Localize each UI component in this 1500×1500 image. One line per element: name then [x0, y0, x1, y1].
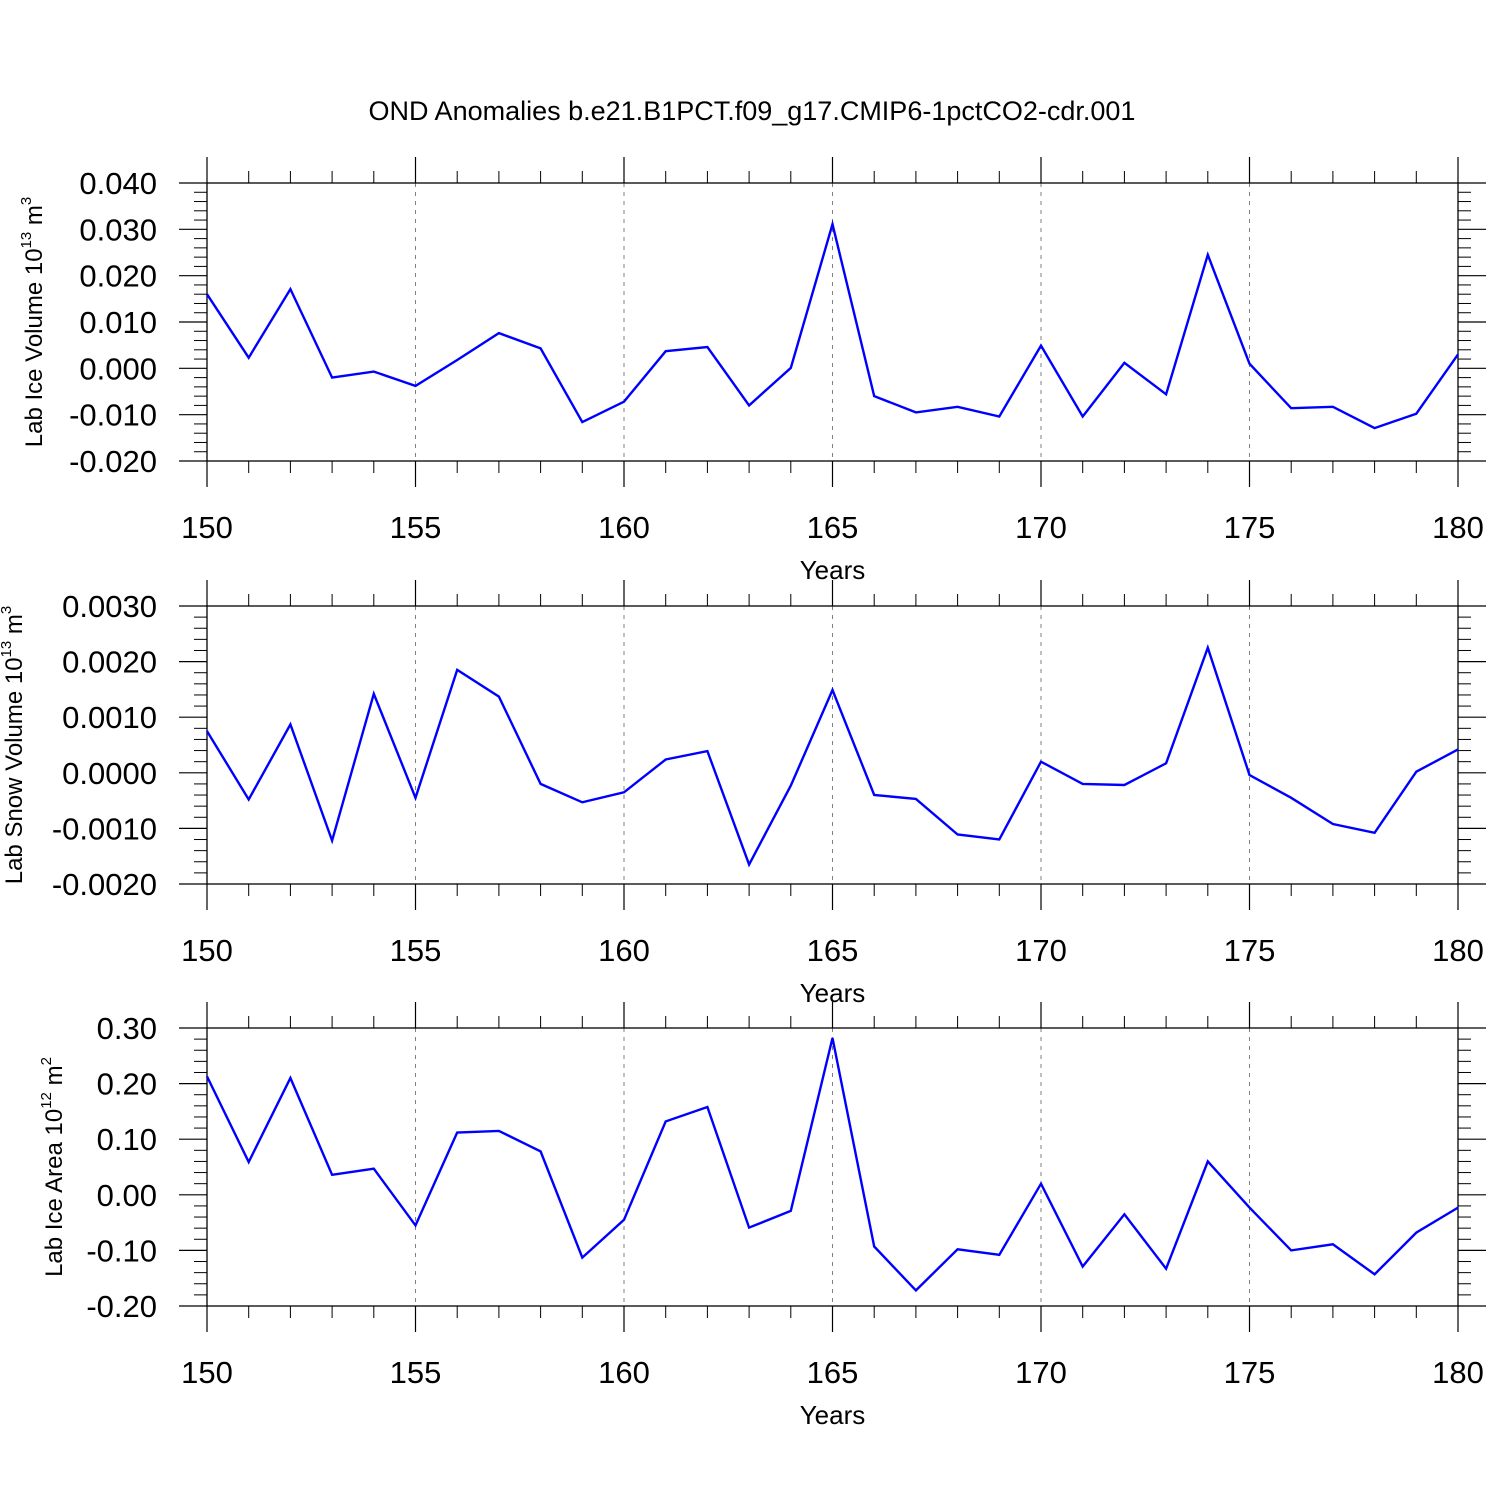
y-tick-label: -0.020: [69, 444, 157, 479]
y-tick-label: 0.30: [97, 1011, 157, 1046]
x-tick-label: 165: [807, 510, 859, 545]
y-axis-label: Lab Ice Volume 1013 m3: [18, 197, 48, 448]
series-line: [205, 219, 1459, 430]
x-tick-label: 165: [807, 933, 859, 968]
x-tick-label: 170: [1015, 510, 1067, 545]
y-tick-label: 0.0010: [62, 700, 157, 735]
y-tick-label: 0.000: [79, 351, 157, 386]
y-tick-label: -0.0010: [52, 811, 157, 846]
y-tick-label: 0.020: [79, 259, 157, 294]
panel-ice-volume: 150 155 160 165 170 175 180 -0.020 -0.010 0.000 0.…: [18, 157, 1486, 585]
y-tick-label: 0.040: [79, 166, 157, 201]
y-tick-label: 0.0020: [62, 645, 157, 680]
y-axis-label: Lab Snow Volume 1013 m3: [0, 606, 28, 885]
x-tick-label: 160: [598, 1355, 650, 1390]
y-tick-label: -0.0020: [52, 867, 157, 902]
x-tick-label: 165: [807, 1355, 859, 1390]
y-tick-label: 0.010: [79, 305, 157, 340]
y-tick-label: 0.10: [97, 1122, 157, 1157]
y-tick-label: 0.0030: [62, 589, 157, 624]
x-axis-label: Years: [800, 1400, 866, 1430]
x-tick-label: 155: [390, 510, 442, 545]
y-axis-label: Lab Ice Area 1012 m2: [38, 1057, 68, 1277]
figure-title: OND Anomalies b.e21.B1PCT.f09_g17.CMIP6-…: [369, 96, 1136, 126]
x-tick-label: 150: [181, 933, 233, 968]
x-tick-label: 155: [390, 1355, 442, 1390]
x-tick-label: 180: [1432, 933, 1484, 968]
x-tick-label: 160: [598, 510, 650, 545]
y-tick-label: 0.20: [97, 1067, 157, 1102]
x-tick-label: 175: [1224, 1355, 1276, 1390]
y-tick-label: 0.0000: [62, 756, 157, 791]
series-line: [205, 644, 1459, 868]
panel-ice-area: 150 155 160 165 170 175 180 -0.20 -0.10 0.00 0.10 0…: [38, 1002, 1486, 1430]
x-tick-label: 150: [181, 1355, 233, 1390]
x-tick-label: 170: [1015, 1355, 1067, 1390]
x-tick-label: 155: [390, 933, 442, 968]
x-tick-label: 160: [598, 933, 650, 968]
x-tick-label: 150: [181, 510, 233, 545]
x-tick-label: 175: [1224, 933, 1276, 968]
x-tick-label: 180: [1432, 1355, 1484, 1390]
x-tick-label: 175: [1224, 510, 1276, 545]
y-tick-label: 0.00: [97, 1178, 157, 1213]
x-tick-label: 170: [1015, 933, 1067, 968]
panel-snow-volume: 150 155 160 165 170 175 180 -0.0020 -0.0010 0.000…: [0, 580, 1486, 1008]
x-tick-label: 180: [1432, 510, 1484, 545]
y-tick-label: -0.20: [86, 1289, 157, 1324]
y-tick-label: 0.030: [79, 212, 157, 247]
series-line: [205, 1037, 1459, 1293]
y-tick-label: -0.10: [86, 1233, 157, 1268]
y-tick-label: -0.010: [69, 398, 157, 433]
